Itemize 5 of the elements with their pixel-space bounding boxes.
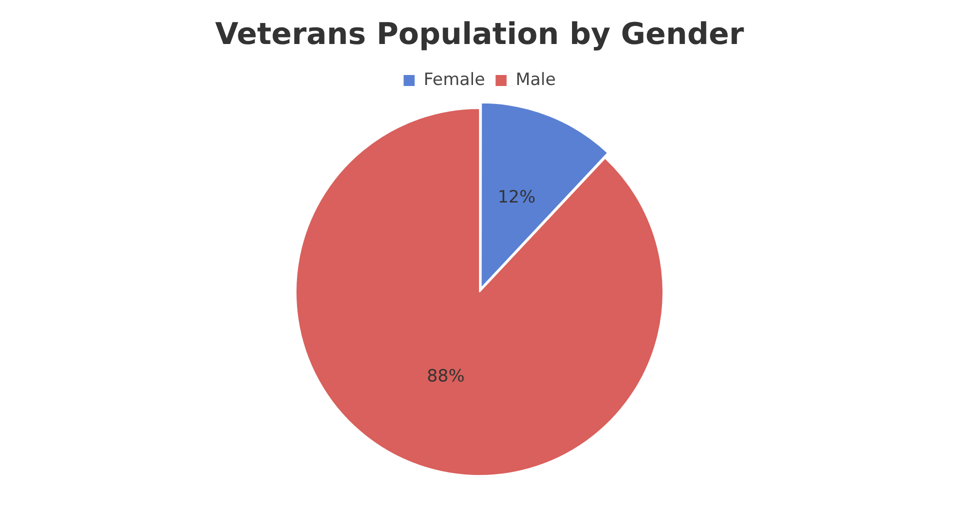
data-label: 88% <box>426 366 465 387</box>
legend-label: Female <box>424 70 486 90</box>
data-label: 12% <box>498 188 536 208</box>
chart-title: Veterans Population by Gender <box>215 16 744 52</box>
legend-label: Male <box>516 70 556 90</box>
